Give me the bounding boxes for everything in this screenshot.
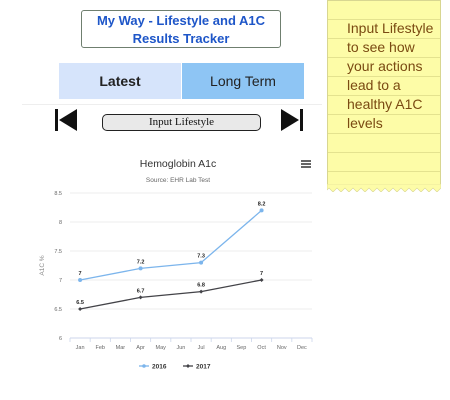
data-label: 7.3	[197, 254, 205, 260]
legend-marker	[186, 364, 190, 368]
app-title-line1: My Way - Lifestyle and A1C	[82, 12, 280, 30]
x-tick-label: May	[156, 345, 167, 351]
data-label: 7.2	[137, 259, 145, 265]
series-line-2017	[80, 280, 261, 309]
x-tick-label: Sep	[237, 345, 247, 351]
tab-latest[interactable]: Latest	[59, 63, 181, 99]
sticky-note: Input Lifestyle to see how your actions …	[327, 0, 441, 186]
divider	[22, 104, 322, 105]
y-tick-label: 6	[59, 336, 62, 342]
y-tick-label: 8.5	[54, 191, 62, 197]
chart-title: Hemoglobin A1c	[140, 158, 216, 170]
app-title: My Way - Lifestyle and A1C Results Track…	[81, 10, 281, 48]
skip-to-last-icon[interactable]	[280, 108, 304, 132]
x-tick-label: Mar	[116, 345, 126, 351]
chart-subtitle: Source: EHR Lab Test	[146, 177, 210, 184]
tab-long-term[interactable]: Long Term	[182, 63, 304, 99]
legend-label: 2017	[196, 364, 211, 371]
data-label: 7	[79, 271, 82, 277]
x-tick-label: Jul	[198, 345, 205, 351]
hemoglobin-a1c-chart: Hemoglobin A1c Source: EHR Lab Test 6 6.5 7 7…	[30, 152, 322, 378]
x-tick-label: Oct	[257, 345, 266, 351]
x-tick-label: Dec	[297, 345, 307, 351]
x-tick-label: Aug	[216, 345, 226, 351]
x-tick-label: Jun	[176, 345, 185, 351]
data-point	[260, 208, 264, 212]
skip-to-first-icon[interactable]	[54, 108, 78, 132]
x-tick-label: Feb	[96, 345, 105, 351]
series-line-2016	[80, 210, 261, 280]
input-lifestyle-button[interactable]: Input Lifestyle	[102, 114, 261, 131]
data-point	[139, 295, 143, 299]
sticky-note-torn-edge	[327, 184, 441, 192]
data-label: 6.5	[76, 300, 84, 306]
data-point	[199, 261, 203, 265]
data-point	[260, 278, 264, 282]
data-point	[139, 266, 143, 270]
data-label: 7	[260, 271, 263, 277]
tab-bar: Latest Long Term	[59, 63, 304, 99]
y-axis-label: A1C %	[39, 255, 46, 275]
legend-label: 2016	[152, 364, 167, 371]
y-tick-label: 7.5	[54, 249, 62, 255]
sticky-note-text: Input Lifestyle to see how your actions …	[347, 19, 437, 133]
data-label: 6.7	[137, 288, 145, 294]
data-point	[78, 278, 82, 282]
x-tick-label: Apr	[136, 345, 145, 351]
app-title-line2: Results Tracker	[82, 30, 280, 48]
data-label: 8.2	[258, 201, 266, 207]
y-tick-label: 8	[59, 220, 62, 226]
hamburger-menu-icon[interactable]	[301, 160, 311, 169]
y-tick-label: 6.5	[54, 307, 62, 313]
y-tick-label: 7	[59, 278, 62, 284]
data-point	[78, 307, 82, 311]
data-label: 6.8	[197, 283, 205, 289]
legend-marker	[142, 364, 146, 368]
x-tick-label: Nov	[277, 345, 287, 351]
data-point	[199, 290, 203, 294]
x-tick-label: Jan	[76, 345, 85, 351]
